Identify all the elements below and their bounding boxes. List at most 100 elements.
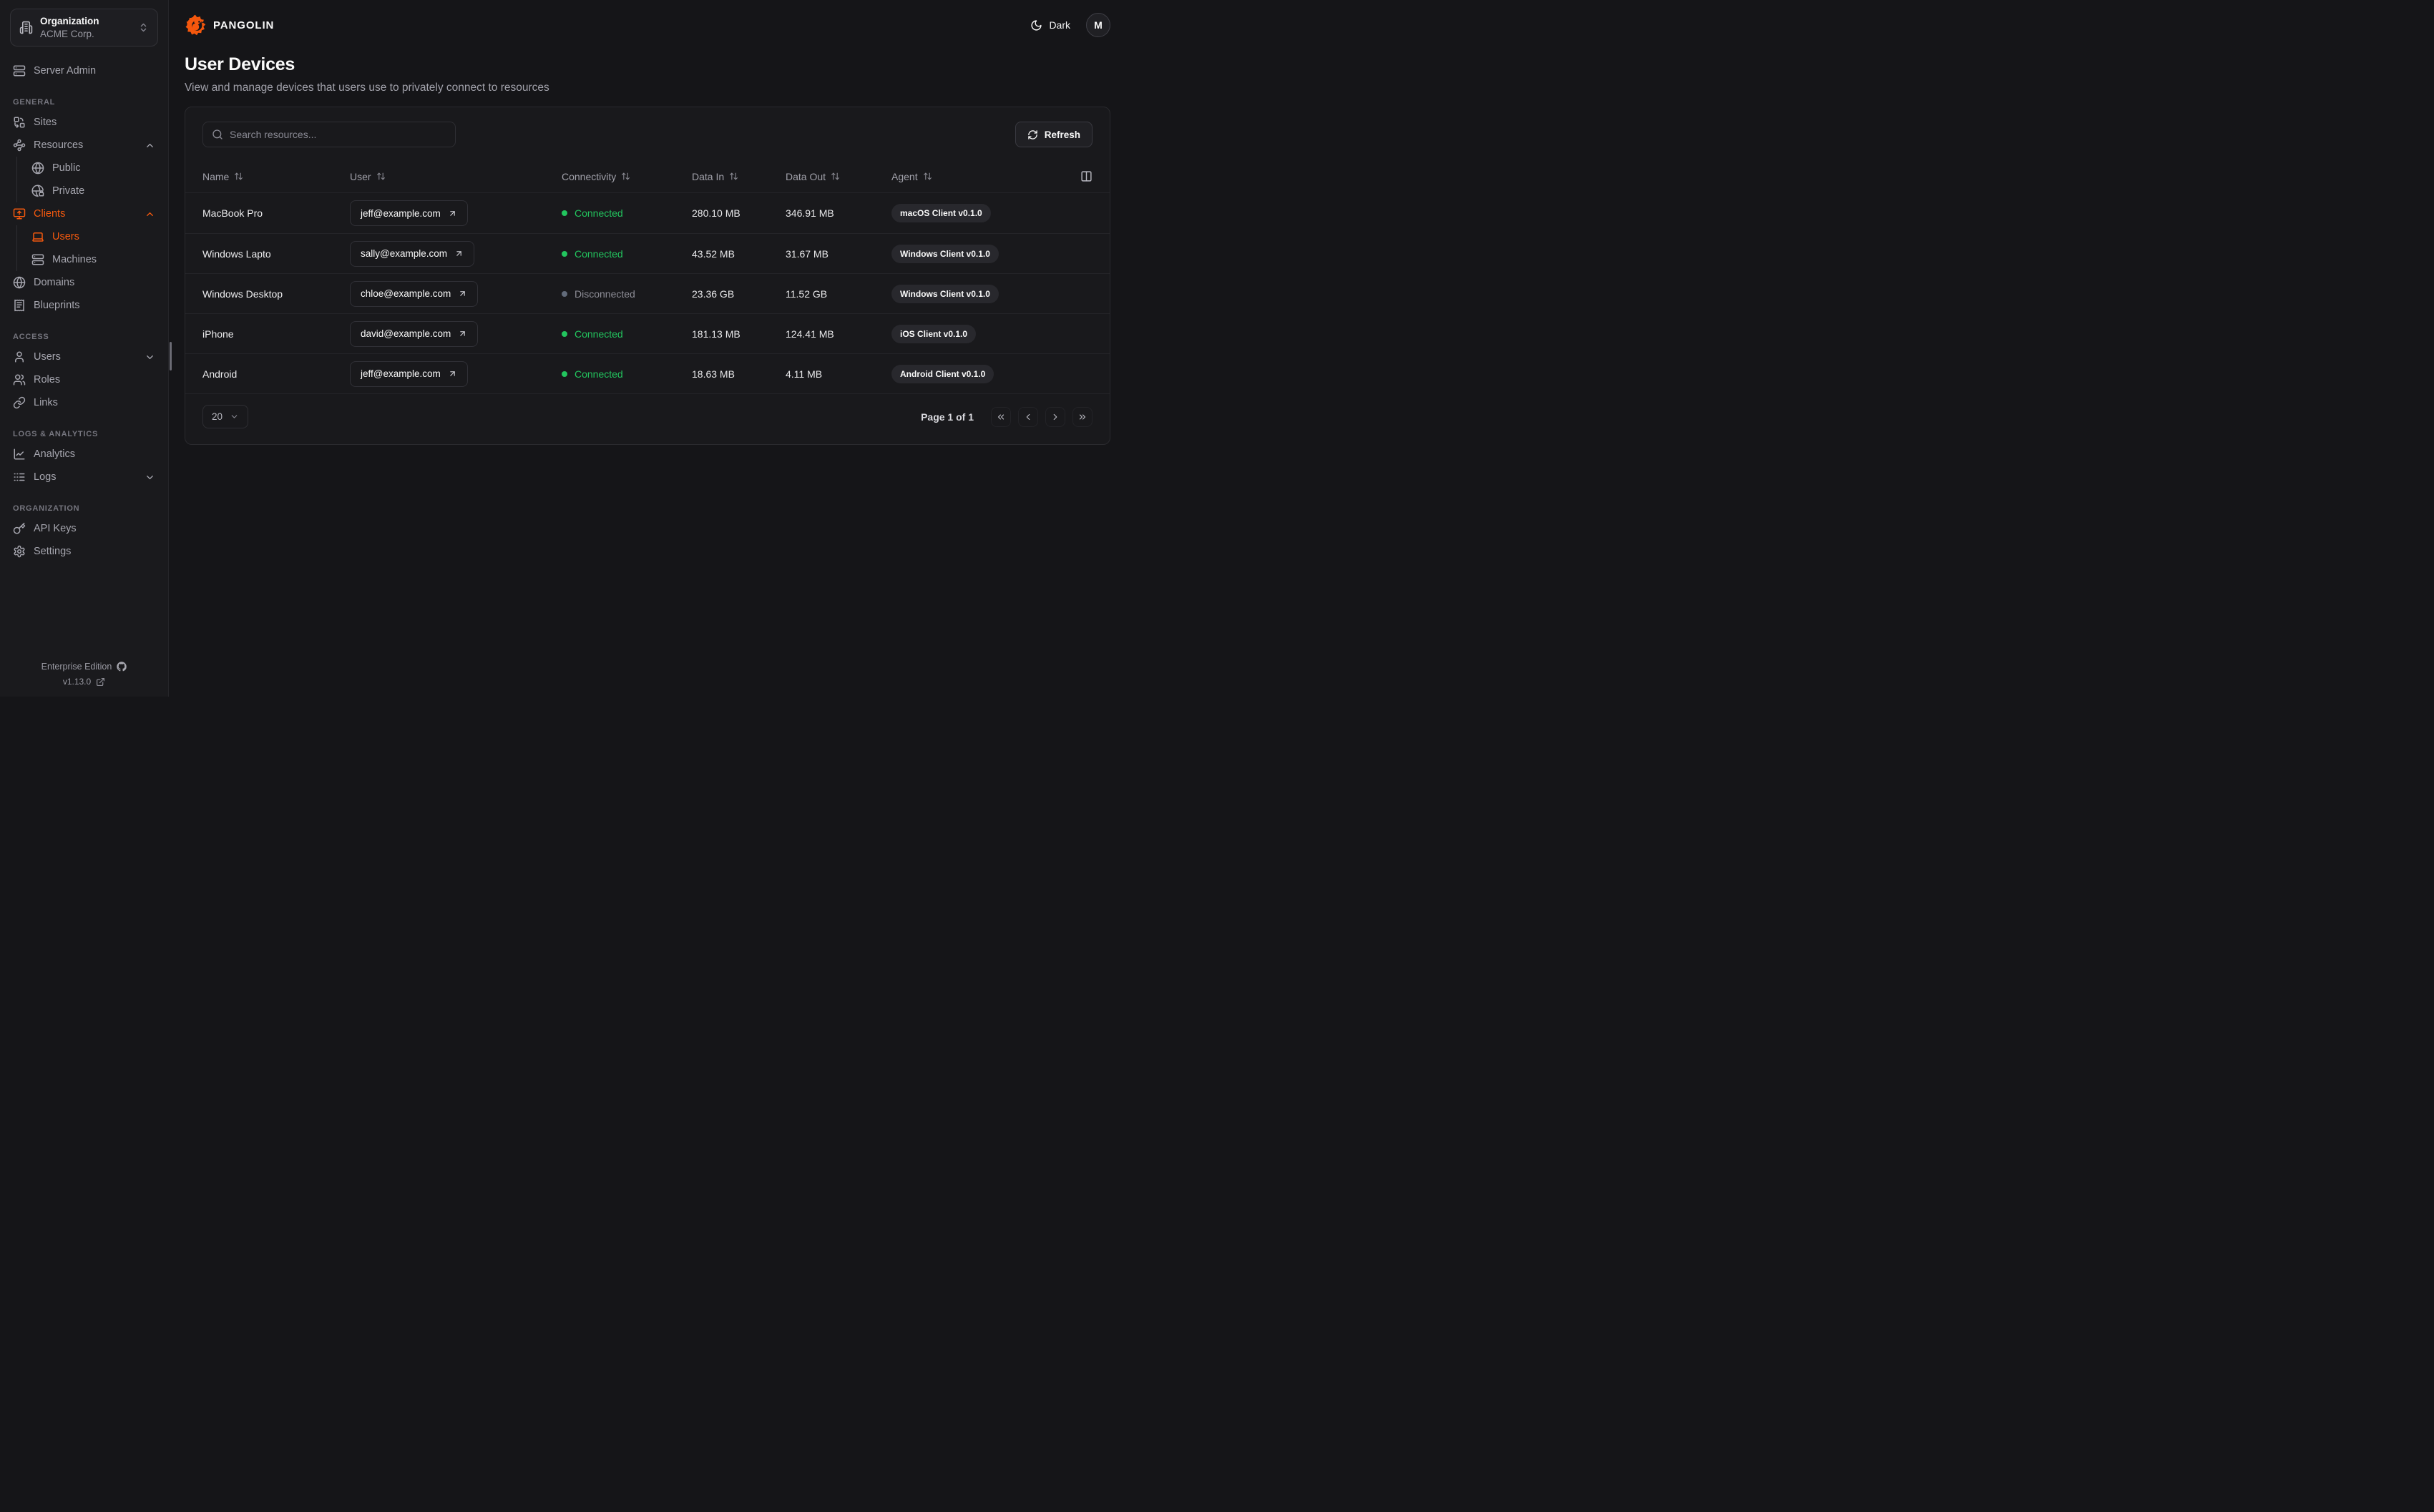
link-icon bbox=[13, 396, 26, 409]
sidebar-item-clients[interactable]: Clients bbox=[10, 202, 158, 225]
card-toolbar: Refresh bbox=[185, 107, 1110, 160]
sidebar-item-label: Links bbox=[34, 397, 58, 409]
github-icon[interactable] bbox=[117, 662, 127, 672]
sidebar-item-label: Server Admin bbox=[34, 65, 97, 77]
pangolin-logo-icon bbox=[185, 14, 206, 36]
prev-page-button[interactable] bbox=[1018, 406, 1038, 427]
refresh-button[interactable]: Refresh bbox=[1015, 122, 1093, 147]
sidebar-item-links[interactable]: Links bbox=[10, 391, 158, 414]
table-row: Windows Desktop chloe@example.com Discon… bbox=[185, 273, 1110, 313]
next-page-button[interactable] bbox=[1045, 406, 1065, 427]
last-page-button[interactable] bbox=[1072, 406, 1093, 427]
org-switcher-value: ACME Corp. bbox=[40, 28, 94, 39]
server-icon bbox=[13, 64, 26, 77]
sidebar-resize-handle[interactable] bbox=[170, 342, 172, 370]
sidebar-item-users[interactable]: Users bbox=[10, 345, 158, 368]
status-dot bbox=[562, 330, 567, 337]
column-header-label: Connectivity bbox=[562, 170, 617, 182]
page-size-select[interactable]: 20 bbox=[202, 405, 248, 428]
refresh-label: Refresh bbox=[1044, 129, 1080, 140]
sidebar-item-label: Roles bbox=[34, 374, 61, 386]
external-link-icon[interactable] bbox=[96, 677, 105, 687]
laptop-icon bbox=[31, 230, 44, 243]
sidebar: Organization ACME Corp. Server Admin GEN… bbox=[0, 0, 169, 697]
chevrons-left-icon bbox=[996, 412, 1006, 422]
status-label: Connected bbox=[575, 328, 623, 340]
sidebar-item-resources[interactable]: Resources bbox=[10, 134, 158, 157]
status-dot bbox=[562, 370, 567, 377]
data-in-value: 18.63 MB bbox=[692, 368, 735, 380]
monitor-up-icon bbox=[13, 207, 26, 220]
column-header-label: Data Out bbox=[786, 170, 826, 182]
user-link-button[interactable]: jeff@example.com bbox=[350, 360, 468, 387]
user-link-button[interactable]: sally@example.com bbox=[350, 240, 474, 267]
first-page-button[interactable] bbox=[991, 406, 1011, 427]
theme-toggle-button[interactable]: Dark bbox=[1030, 19, 1070, 31]
sidebar-item-roles[interactable]: Roles bbox=[10, 368, 158, 391]
table-row: Windows Lapto sally@example.com Connecte… bbox=[185, 233, 1110, 273]
column-header-label: Data In bbox=[692, 170, 725, 182]
sidebar-item-blueprints[interactable]: Blueprints bbox=[10, 294, 158, 317]
avatar[interactable]: M bbox=[1086, 13, 1110, 37]
devices-card: Refresh Name User Connectivity Data In bbox=[185, 107, 1110, 445]
agent-badge: Windows Client v0.1.0 bbox=[891, 284, 999, 303]
device-name: Windows Desktop bbox=[202, 288, 283, 300]
user-email: jeff@example.com bbox=[361, 368, 441, 379]
user-link-button[interactable]: jeff@example.com bbox=[350, 200, 468, 226]
arrow-up-right-icon bbox=[454, 249, 464, 258]
data-in-value: 23.36 GB bbox=[692, 288, 735, 300]
sidebar-item-domains[interactable]: Domains bbox=[10, 271, 158, 294]
sidebar-item-label: Sites bbox=[34, 117, 57, 129]
resources-subnav: Public Private bbox=[16, 157, 158, 203]
sort-icon bbox=[376, 172, 386, 181]
chevrons-right-icon bbox=[1077, 412, 1088, 422]
section-title-access: ACCESS bbox=[13, 333, 49, 342]
arrow-up-right-icon bbox=[458, 289, 467, 298]
search-input[interactable] bbox=[230, 129, 446, 140]
sidebar-item-settings[interactable]: Settings bbox=[10, 540, 158, 563]
column-header-data-out[interactable]: Data Out bbox=[786, 171, 891, 182]
connectivity-status: Connected bbox=[562, 248, 692, 260]
user-link-button[interactable]: david@example.com bbox=[350, 320, 479, 347]
sidebar-item-api-keys[interactable]: API Keys bbox=[10, 517, 158, 540]
chart-line-icon bbox=[13, 448, 26, 461]
table-header-row: Name User Connectivity Data In Data Out bbox=[185, 160, 1110, 193]
user-link-button[interactable]: chloe@example.com bbox=[350, 280, 479, 307]
sidebar-item-public[interactable]: Public bbox=[29, 157, 158, 180]
device-name: Android bbox=[202, 368, 238, 380]
column-header-user[interactable]: User bbox=[350, 171, 562, 182]
sidebar-item-label: Settings bbox=[34, 546, 72, 558]
column-header-agent[interactable]: Agent bbox=[891, 171, 1059, 182]
sidebar-item-clients-users[interactable]: Users bbox=[29, 225, 158, 248]
page-size-value: 20 bbox=[212, 411, 223, 422]
column-header-label: Agent bbox=[891, 170, 918, 182]
sidebar-item-label: Domains bbox=[34, 277, 75, 289]
pagination-controls: Page 1 of 1 bbox=[921, 406, 1093, 427]
sidebar-item-private[interactable]: Private bbox=[29, 180, 158, 202]
sidebar-item-label: Logs bbox=[34, 471, 57, 483]
sidebar-item-machines[interactable]: Machines bbox=[29, 248, 158, 271]
device-name: Windows Lapto bbox=[202, 247, 271, 260]
column-header-connectivity[interactable]: Connectivity bbox=[562, 171, 692, 182]
version-label: v1.13.0 bbox=[62, 677, 92, 687]
sidebar-item-server-admin[interactable]: Server Admin bbox=[10, 59, 158, 82]
brand: PANGOLIN bbox=[185, 14, 274, 36]
main-area: PANGOLIN Dark M User Devices View and ma… bbox=[169, 0, 1122, 697]
sidebar-item-label: Blueprints bbox=[34, 300, 80, 312]
column-settings-button[interactable] bbox=[1080, 170, 1093, 182]
status-dot bbox=[562, 290, 567, 297]
data-out-value: 31.67 MB bbox=[786, 247, 829, 260]
column-header-name[interactable]: Name bbox=[202, 171, 350, 182]
sidebar-item-analytics[interactable]: Analytics bbox=[10, 443, 158, 466]
sidebar-item-label: Clients bbox=[34, 208, 66, 220]
arrow-up-right-icon bbox=[448, 209, 457, 218]
sidebar-item-sites[interactable]: Sites bbox=[10, 111, 158, 134]
column-header-data-in[interactable]: Data In bbox=[692, 171, 786, 182]
chevron-up-icon bbox=[145, 209, 155, 220]
sidebar-item-logs[interactable]: Logs bbox=[10, 466, 158, 489]
data-in-value: 181.13 MB bbox=[692, 328, 741, 340]
org-switcher[interactable]: Organization ACME Corp. bbox=[10, 9, 158, 47]
org-switcher-label: Organization bbox=[40, 16, 99, 26]
device-name: iPhone bbox=[202, 328, 234, 340]
sidebar-item-label: Public bbox=[52, 162, 81, 175]
